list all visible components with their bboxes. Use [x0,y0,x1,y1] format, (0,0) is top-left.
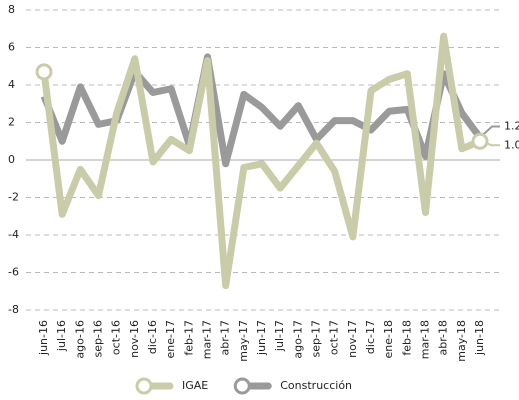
x-tick-label: nov-17 [346,320,359,358]
x-tick-label: jun-18 [473,320,486,356]
y-tick-label: -4 [8,228,19,241]
x-tick-label: jul-16 [55,320,68,352]
x-tick-label: sep-16 [92,320,105,357]
x-tick-label: sep-17 [310,320,323,357]
point-marker [471,132,489,150]
x-tick-label: mar-18 [419,320,432,359]
x-tick-label: may-18 [455,320,468,362]
y-tick-label: -6 [8,266,19,279]
x-tick-label: mar-17 [201,320,214,359]
x-tick-label: feb-18 [400,320,413,356]
y-tick-label: -2 [8,191,19,204]
x-tick-label: ene-18 [382,320,395,358]
end-label: 1.2 [504,120,519,133]
y-tick-label: -8 [8,303,19,316]
x-tick-label: nov-16 [128,320,141,358]
x-tick-label: abr-18 [437,320,450,356]
series-line [40,32,482,290]
x-tick-label: ago-17 [291,320,304,359]
x-tick-label: ene-17 [164,320,177,358]
point-marker [35,63,53,81]
y-tick-label: 6 [8,41,15,54]
x-tick-label: jun-17 [255,320,268,356]
y-tick-label: 8 [8,3,15,16]
legend-marker [135,377,153,395]
x-tick-label: feb-17 [182,320,195,356]
x-tick-label: jun-16 [37,320,50,356]
x-tick-label: oct-16 [110,320,123,355]
x-tick-label: may-17 [237,320,250,362]
end-label: 1.0 [504,138,519,151]
y-tick-label: 0 [8,153,15,166]
x-tick-label: oct-17 [328,320,341,355]
y-tick-label: 4 [8,78,15,91]
x-tick-label: dic-17 [364,320,377,354]
legend-label: Construcción [280,379,352,392]
x-tick-label: dic-16 [146,320,159,354]
x-tick-label: jul-17 [273,320,286,352]
y-tick-label: 2 [8,116,15,129]
legend-label: IGAE [182,379,208,392]
legend-marker [233,377,251,395]
x-tick-label: abr-17 [219,320,232,356]
x-tick-label: ago-16 [73,320,86,359]
